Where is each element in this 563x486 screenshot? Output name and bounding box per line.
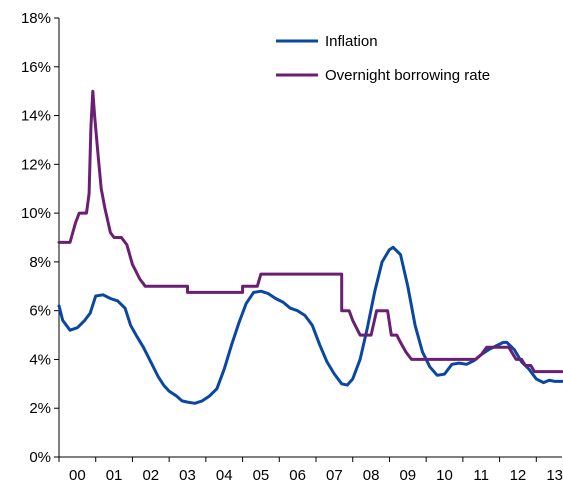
x-tick-label: 04 bbox=[216, 467, 233, 484]
y-tick-label: 10% bbox=[21, 205, 51, 222]
y-tick-label: 8% bbox=[29, 254, 51, 271]
x-tick-label: 11 bbox=[473, 467, 489, 484]
y-tick-label: 12% bbox=[21, 156, 51, 173]
y-tick-label: 14% bbox=[21, 108, 51, 125]
x-tick-label: 09 bbox=[399, 467, 416, 484]
x-tick-label: 13 bbox=[546, 467, 563, 484]
x-tick-label: 12 bbox=[510, 467, 527, 484]
y-tick-label: 2% bbox=[29, 400, 51, 417]
y-tick-label: 0% bbox=[29, 449, 51, 466]
x-tick-label: 07 bbox=[326, 467, 343, 484]
x-axis: 00 01 02 03 04 05 06 07 08 09 10 11 12 13 bbox=[58, 456, 563, 484]
x-tick-label: 01 bbox=[106, 467, 123, 484]
y-axis: 0% 2% 4% 6% 8% 10% 12% 14% 16% 18% bbox=[21, 10, 60, 466]
x-tick-label: 00 bbox=[69, 467, 86, 484]
y-tick-label: 18% bbox=[21, 10, 51, 27]
x-tick-label: 03 bbox=[179, 467, 196, 484]
x-tick-label: 10 bbox=[436, 467, 453, 484]
x-tick-label: 02 bbox=[142, 467, 159, 484]
y-tick-label: 6% bbox=[29, 303, 51, 320]
x-tick-label: 08 bbox=[363, 467, 380, 484]
legend-label: Inflation bbox=[325, 33, 378, 50]
legend-label: Overnight borrowing rate bbox=[325, 67, 490, 84]
y-tick-label: 16% bbox=[21, 59, 51, 76]
x-tick-label: 06 bbox=[289, 467, 306, 484]
y-tick-label: 4% bbox=[29, 351, 51, 368]
series-line-overnight-borrowing-rate bbox=[57, 89, 563, 374]
x-tick-label: 05 bbox=[253, 467, 270, 484]
plot-area bbox=[57, 89, 563, 405]
legend: Inflation Overnight borrowing rate bbox=[276, 33, 490, 84]
